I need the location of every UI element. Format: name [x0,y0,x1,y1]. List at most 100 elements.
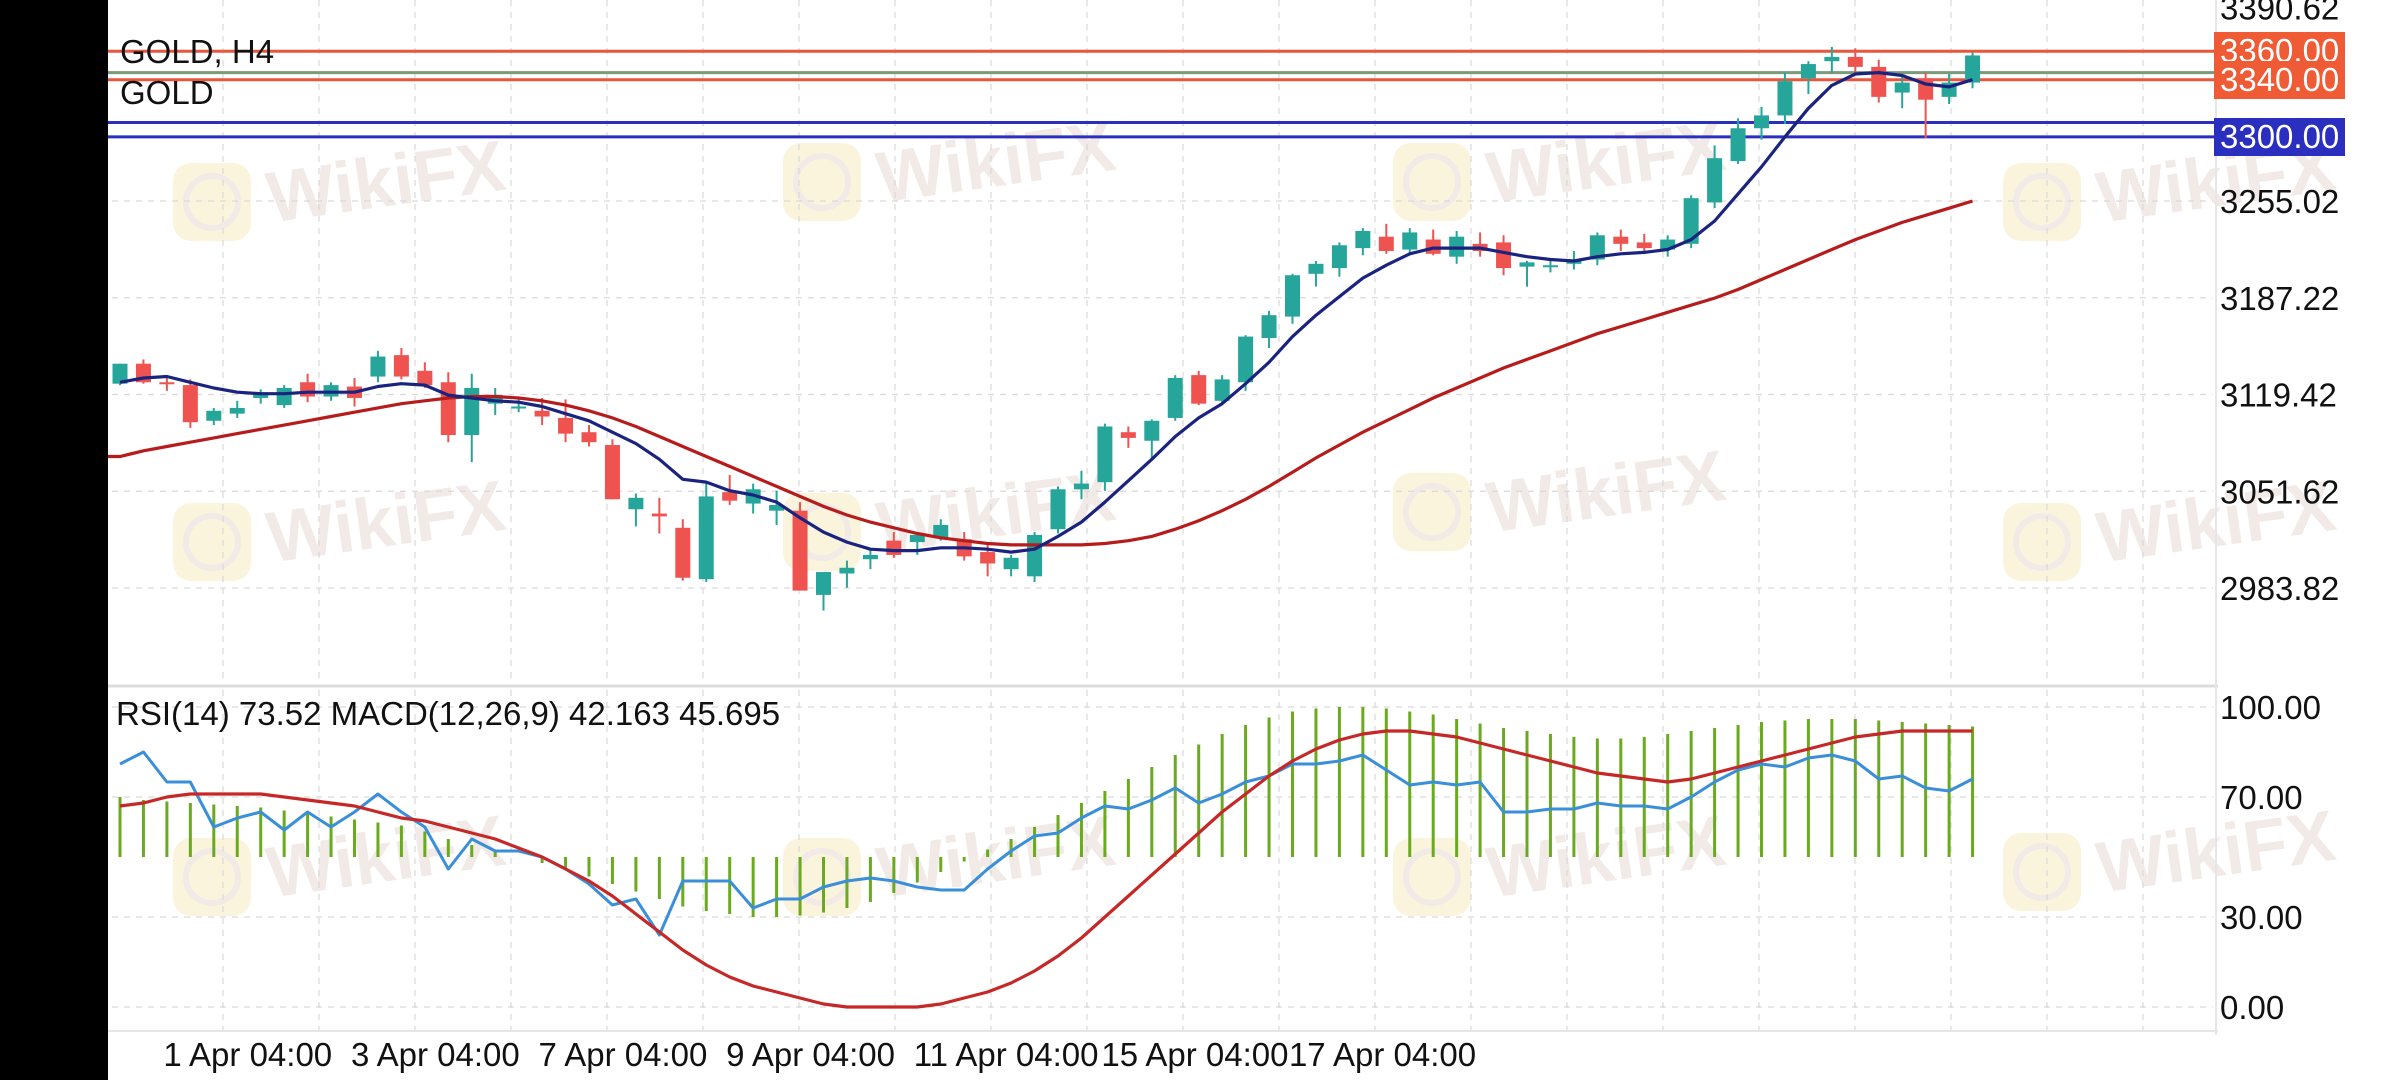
price-axis-tick-label: 3390.62 [2220,0,2339,27]
candle [862,550,878,570]
candle-body [769,504,785,511]
candle-body [1542,265,1558,268]
indicator-axis-tick-label: 70.00 [2220,779,2303,816]
candle-body [1355,230,1371,249]
candle [1097,423,1113,491]
candle-body [1847,56,1863,67]
candle-body [1683,198,1699,244]
candle-body [1003,557,1019,570]
price-tag: 3300.00 [2214,117,2346,156]
candle-body [1965,55,1981,83]
candle-body [511,406,527,409]
watermark-logo-bg [2003,163,2081,241]
indicator-layer [118,707,1975,1009]
candle [1800,61,1816,95]
time-axis-tick-label: 11 Apr 04:00 [914,1036,1099,1073]
watermark: WikiFX [1393,801,1730,916]
time-axis-tick-label: 15 Apr 04:00 [1101,1036,1288,1073]
candle [229,400,245,418]
time-axis-tick-label: 9 Apr 04:00 [726,1036,895,1073]
watermark-text: WikiFX [262,466,510,579]
candle [1965,52,1981,89]
candle-body [253,393,269,398]
candle-body [628,497,644,510]
candle [816,572,831,611]
candle [1894,76,1910,109]
candle-body [651,513,667,517]
candle [1754,106,1769,140]
watermark-logo-icon [183,173,241,231]
candle [651,497,667,534]
candle-body [886,540,902,555]
price-axis-tick-label: 2983.82 [2220,570,2339,607]
candle [1777,72,1793,124]
watermark-logo-bg [173,838,251,916]
candle-body [1754,115,1769,129]
candle-body [1730,128,1746,162]
candle [745,483,761,514]
candle [370,350,386,383]
watermark-logo-bg [173,163,251,241]
watermark-logo-bg [2003,833,2081,911]
candle [464,373,480,463]
candle [1472,232,1488,257]
price-axis-tick-label: 3119.42 [2220,377,2337,414]
candle-body [1050,489,1066,530]
candle-body [675,527,691,578]
candle-body [276,387,292,406]
candle-body [1589,235,1605,260]
candle-body [816,572,831,595]
watermark: WikiFX [1393,436,1730,551]
candle [1519,260,1535,287]
watermark-logo-icon [183,848,241,906]
candle-body [604,445,620,500]
candle [1308,260,1324,287]
candle [1003,554,1019,577]
candle [1847,48,1863,76]
grid-layer [112,0,2213,1030]
candle [1285,273,1300,324]
candle [675,519,691,581]
candle-body [1261,315,1277,339]
candle [534,397,550,426]
candle-body [1285,275,1300,317]
watermark-logo-bg [173,503,251,581]
candle-body [112,363,128,384]
watermark-logo-bg [783,143,861,221]
time-axis-tick-label: 7 Apr 04:00 [539,1036,708,1073]
time-axis-tick-label: 1 Apr 04:00 [163,1036,332,1073]
candle-body [1894,82,1910,93]
candle-body [534,410,550,417]
candle [300,373,316,403]
ma-slow-line [108,199,1973,547]
moving-average-layer [108,70,1973,554]
candle-body [839,567,855,574]
candle [581,425,597,447]
watermark-logo-icon [1403,153,1461,211]
candle-body [1496,242,1512,269]
candle-body [1777,81,1793,116]
candle-body [1800,64,1816,79]
candle-body [1331,245,1347,269]
candle-body [1660,239,1676,250]
indicator-axis-tick-label: 100.00 [2220,689,2321,726]
candle-body [440,382,456,436]
candle [1636,233,1652,254]
watermark-text: WikiFX [1482,801,1730,914]
candle [276,385,292,408]
candle [1730,118,1746,164]
candle [1167,375,1183,421]
watermark: WikiFX [783,456,1120,571]
candle [1120,426,1136,448]
candle [1050,486,1066,534]
price-axis-tick-label: 3255.02 [2220,183,2339,220]
watermark-logo-icon [2013,513,2071,571]
candle [1613,229,1629,251]
candle-body [581,432,597,443]
candle-body [698,496,714,580]
candle-body [1636,242,1652,249]
candle [1378,223,1394,254]
candle [1144,419,1160,460]
chart-area[interactable]: WikiFX WikiFX WikiFX WikiFX WikiFX WikiFX Wiki… [108,0,2400,1080]
